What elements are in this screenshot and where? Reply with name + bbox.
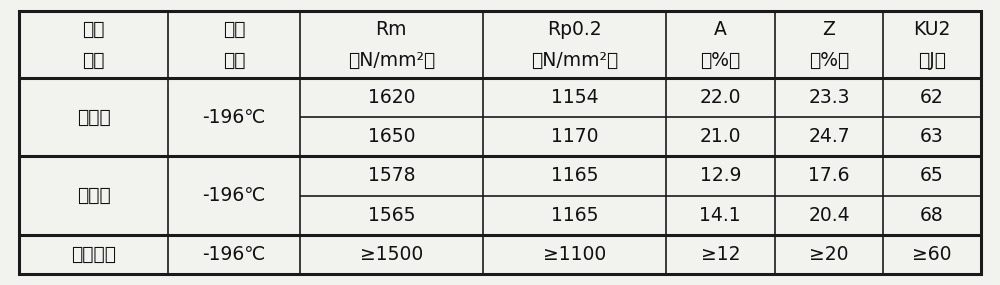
Text: Rp0.2: Rp0.2 xyxy=(547,20,602,39)
Text: （J）: （J） xyxy=(918,51,946,70)
Text: 1170: 1170 xyxy=(551,127,598,146)
Text: 1650: 1650 xyxy=(368,127,415,146)
Text: 技术指标: 技术指标 xyxy=(71,245,116,264)
Text: ≥60: ≥60 xyxy=(912,245,952,264)
Text: -196℃: -196℃ xyxy=(202,245,266,264)
Text: 63: 63 xyxy=(920,127,944,146)
Text: -196℃: -196℃ xyxy=(202,186,266,205)
Text: 批次: 批次 xyxy=(82,51,105,70)
Text: 温度: 温度 xyxy=(223,51,245,70)
Text: 1165: 1165 xyxy=(551,205,598,225)
Text: 22.0: 22.0 xyxy=(700,88,741,107)
Text: 1165: 1165 xyxy=(551,166,598,186)
Text: 17.6: 17.6 xyxy=(808,166,850,186)
Text: KU2: KU2 xyxy=(913,20,951,39)
Text: Rm: Rm xyxy=(376,20,407,39)
Text: 12.9: 12.9 xyxy=(700,166,741,186)
Text: 1154: 1154 xyxy=(551,88,598,107)
Text: 20.4: 20.4 xyxy=(808,205,850,225)
Text: 65: 65 xyxy=(920,166,944,186)
Text: （%）: （%） xyxy=(809,51,849,70)
Text: （%）: （%） xyxy=(700,51,740,70)
Text: ≥1500: ≥1500 xyxy=(360,245,423,264)
Text: 62: 62 xyxy=(920,88,944,107)
Text: 1578: 1578 xyxy=(368,166,415,186)
Text: ≥1100: ≥1100 xyxy=(543,245,606,264)
Text: ≥12: ≥12 xyxy=(701,245,740,264)
Text: ≥20: ≥20 xyxy=(809,245,849,264)
Text: （N/mm²）: （N/mm²） xyxy=(531,51,618,70)
Text: 24.7: 24.7 xyxy=(808,127,850,146)
Text: 产品: 产品 xyxy=(82,20,105,39)
Text: 1620: 1620 xyxy=(368,88,415,107)
Text: 试验: 试验 xyxy=(223,20,245,39)
Text: A: A xyxy=(714,20,727,39)
Text: 批次一: 批次一 xyxy=(77,108,111,127)
Text: （N/mm²）: （N/mm²） xyxy=(348,51,435,70)
Text: -196℃: -196℃ xyxy=(202,108,266,127)
Text: 68: 68 xyxy=(920,205,944,225)
Text: 1565: 1565 xyxy=(368,205,415,225)
Text: Z: Z xyxy=(823,20,835,39)
Text: 23.3: 23.3 xyxy=(808,88,850,107)
Text: 14.1: 14.1 xyxy=(699,205,741,225)
Text: 21.0: 21.0 xyxy=(700,127,741,146)
Text: 批次二: 批次二 xyxy=(77,186,111,205)
